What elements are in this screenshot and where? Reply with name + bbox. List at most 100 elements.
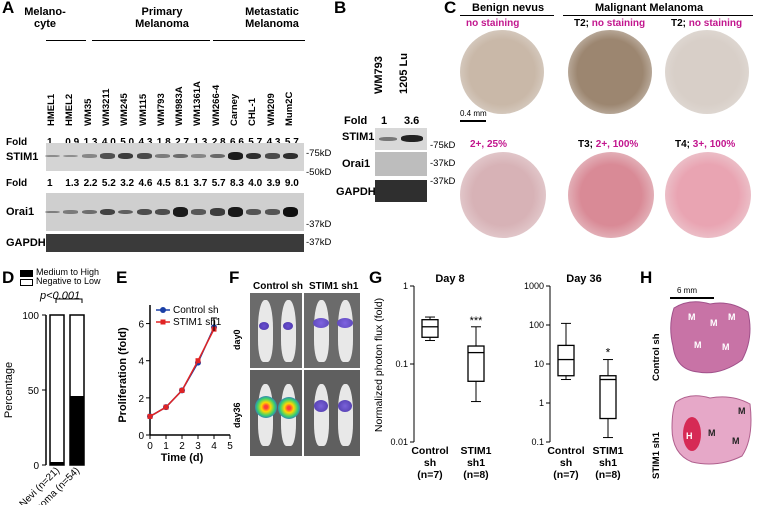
tissue-core-bottom	[568, 152, 654, 238]
orai1-band	[81, 210, 97, 214]
fold-value: 0.9	[65, 137, 79, 148]
mouse-2	[314, 300, 329, 362]
g-x-label: (n=8)	[595, 469, 620, 481]
fold-value: 1	[47, 137, 53, 148]
orai1-band	[118, 209, 134, 215]
g-left-control-box	[421, 319, 439, 338]
y-tick-label: 0	[138, 431, 144, 442]
stim1-band	[63, 154, 79, 158]
fold-label-b: Fold	[344, 115, 368, 127]
bioluminescence-signal-0	[259, 322, 269, 330]
g-right-stim1-box	[599, 375, 617, 420]
metastasis-mark: M	[728, 312, 736, 322]
lane-1205lu: 1205 Lu	[398, 53, 410, 94]
header-malignant: Malignant Melanoma	[595, 2, 704, 14]
series-line	[149, 326, 215, 418]
f-col-control: Control sh	[253, 281, 303, 292]
orai1-band	[136, 208, 152, 216]
orai1-band	[282, 206, 298, 218]
g-right-control-box	[557, 344, 575, 377]
b-row-gapdh: GAPDH	[336, 186, 376, 198]
panel-a-label: A	[2, 0, 15, 17]
lane-label: HMEL2	[64, 93, 76, 126]
fold-value: 2.2	[83, 178, 98, 189]
stim1-band	[228, 152, 243, 160]
fold-value: 1.3	[84, 137, 98, 148]
fold-value: 2.8	[212, 137, 226, 148]
data-point	[163, 404, 169, 410]
bioluminescence-signal-3	[337, 318, 353, 328]
lane-label: HMEL1	[46, 93, 57, 126]
fold-b-2: 3.6	[404, 115, 420, 127]
g-x-label: Control	[547, 445, 584, 457]
mouse-0	[258, 300, 273, 362]
fold-value: 4.3	[139, 137, 153, 148]
lung-section-control	[670, 301, 751, 374]
core-label-top: no staining	[466, 18, 520, 29]
lane-label: WM35	[82, 98, 94, 126]
fold-value: 1.3	[65, 178, 80, 189]
y-tick-label: 1	[403, 281, 408, 291]
fold-value: 3.7	[193, 178, 208, 189]
lane-label: WM245	[119, 93, 131, 126]
bar-medium-high	[50, 462, 64, 465]
lane-label: CHL-1	[247, 98, 259, 126]
group-line-primary	[92, 40, 210, 41]
lane-label: WM1361A	[192, 81, 204, 126]
fold-value: 1.3	[193, 137, 207, 148]
fold-label-1: Fold	[6, 137, 28, 148]
scale-04mm: 0.4 mm	[460, 109, 487, 118]
fold-value: 4.0	[102, 137, 116, 148]
orai1-band	[45, 210, 60, 214]
orai1-band	[191, 209, 207, 215]
stim1-band	[209, 153, 225, 159]
x-tick-label: 2	[179, 441, 185, 452]
fold-value: 9.0	[284, 178, 299, 189]
legend-high: Medium to High	[36, 267, 100, 277]
orai1-band	[99, 208, 115, 216]
fold-b-1: 1	[381, 115, 388, 127]
metastasis-mark: M	[688, 312, 696, 322]
stim1-band	[136, 153, 152, 159]
data-point	[147, 413, 153, 419]
g-x-label: sh1	[599, 457, 617, 469]
orai1-band	[246, 209, 262, 215]
panel-e-label: E	[116, 268, 128, 287]
lane-label: WM266-4	[210, 84, 222, 126]
legend-low: Negative to Low	[36, 276, 101, 286]
bioluminescence-signal-1	[283, 322, 293, 330]
lane-label: WM209	[265, 93, 277, 126]
row-label-stim1: STIM1	[6, 151, 39, 163]
bioluminescence-signal-6	[314, 400, 328, 412]
stim1-band	[99, 153, 115, 159]
legend-label-control: Control sh	[173, 305, 219, 316]
mouse-7	[338, 384, 353, 446]
legend-low-swatch	[20, 279, 33, 286]
fold-value: 4.6	[138, 178, 153, 189]
bioluminescence-signal-4	[255, 396, 277, 418]
y-tick-label: 0	[33, 461, 39, 472]
panel-d-label: D	[2, 268, 15, 287]
g-x-label: (n=7)	[417, 469, 442, 481]
x-tick-label: 0	[147, 441, 153, 452]
b-marker-75: -75kD	[430, 140, 456, 151]
h-scale: 6 mm	[677, 286, 697, 295]
marker-37kd-orai: -37kD	[306, 219, 332, 230]
malignant-underline	[563, 15, 753, 16]
fold-value: 4.3	[267, 137, 281, 148]
group-line-metastatic	[213, 40, 305, 41]
y-tick-label: 0.1	[531, 437, 544, 447]
y-tick-label: 2	[138, 394, 144, 405]
metastasis-mark: H	[686, 431, 693, 441]
panel-b-label: B	[334, 0, 347, 17]
benign-underline	[460, 15, 554, 16]
orai1-band	[209, 208, 225, 216]
bioluminescence-signal-2	[313, 318, 329, 328]
stim1-band	[282, 152, 298, 160]
orai1-band	[264, 209, 280, 215]
lane-label: WM115	[137, 93, 149, 126]
gapdh-blot	[46, 234, 304, 252]
b-marker-37a: -37kD	[430, 158, 456, 169]
